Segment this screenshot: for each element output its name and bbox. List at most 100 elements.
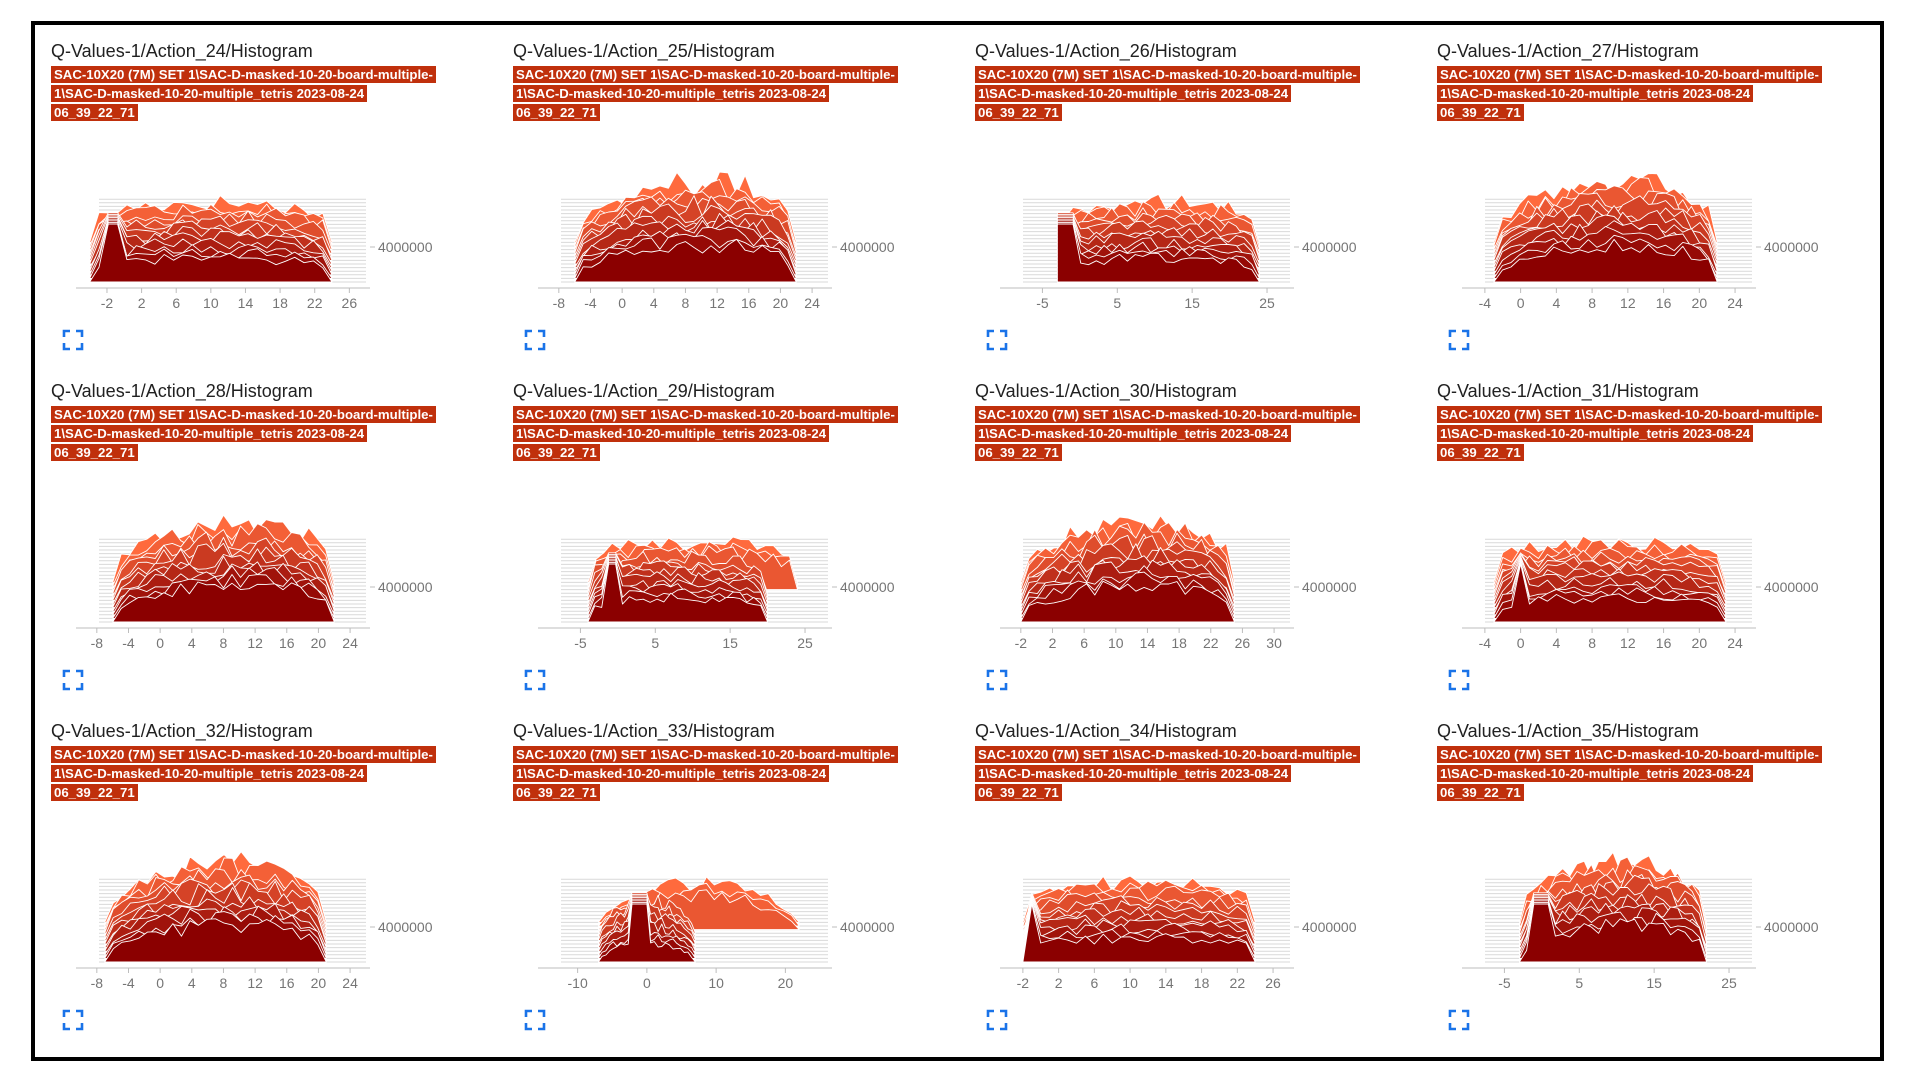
x-tick-label: 24 <box>342 635 358 651</box>
histogram-slice <box>89 223 333 283</box>
x-tick-label: 5 <box>651 635 659 651</box>
x-tick-label: -2 <box>101 295 114 311</box>
histogram-chart: -4 0 4 8 12 16 20 24 4000000 <box>1462 535 1819 651</box>
chart-title: Q-Values-1/Action_31/Histogram <box>1437 381 1699 401</box>
x-tick-label: 16 <box>279 975 295 991</box>
y-tick-label: 4000000 <box>840 239 895 255</box>
x-tick-label: 20 <box>1692 295 1708 311</box>
histogram-slice <box>1493 563 1727 623</box>
x-tick-label: 18 <box>1194 975 1210 991</box>
chart-title: Q-Values-1/Action_29/Histogram <box>513 381 775 401</box>
histogram-chart: -10 0 10 20 4000000 <box>538 876 895 991</box>
histogram-card-33: Q-Values-1/Action_33/Histogram SAC-10X20… <box>503 705 943 1045</box>
x-tick-label: 12 <box>1620 295 1636 311</box>
fullscreen-icon[interactable] <box>1447 668 1471 692</box>
histogram-slice <box>1493 238 1718 283</box>
x-tick-label: 4 <box>650 295 658 311</box>
histogram-card-29: Q-Values-1/Action_29/Histogram SAC-10X20… <box>503 365 943 705</box>
fullscreen-icon-path <box>62 669 84 691</box>
histogram-card-27: Q-Values-1/Action_27/Histogram SAC-10X20… <box>1427 25 1867 365</box>
run-label-text: SAC-10X20 (7M) SET 1\SAC-D-masked-10-20-… <box>513 746 898 801</box>
x-tick-label: 0 <box>156 975 164 991</box>
histogram-card-24: Q-Values-1/Action_24/Histogram SAC-10X20… <box>41 25 481 365</box>
x-tick-label: 12 <box>247 975 263 991</box>
run-label-text: SAC-10X20 (7M) SET 1\SAC-D-masked-10-20-… <box>1437 406 1822 461</box>
chart-title: Q-Values-1/Action_28/Histogram <box>51 381 313 401</box>
histogram-slice <box>104 918 327 963</box>
x-tick-label: 0 <box>1517 295 1525 311</box>
fullscreen-icon[interactable] <box>523 1008 547 1032</box>
x-tick-label: 0 <box>156 635 164 651</box>
y-tick-label: 4000000 <box>378 579 433 595</box>
histogram-slice <box>1056 223 1260 283</box>
run-label: SAC-10X20 (7M) SET 1\SAC-D-masked-10-20-… <box>51 745 447 802</box>
chart-title: Q-Values-1/Action_25/Histogram <box>513 41 775 61</box>
fullscreen-icon-path <box>1448 329 1470 351</box>
x-tick-label: 30 <box>1266 635 1282 651</box>
fullscreen-icon-path <box>1448 1009 1470 1031</box>
x-tick-label: 24 <box>1727 635 1743 651</box>
x-tick-label: 20 <box>773 295 789 311</box>
x-tick-label: 4 <box>188 975 196 991</box>
histogram-slice <box>1518 903 1708 963</box>
y-tick-label: 4000000 <box>378 919 433 935</box>
fullscreen-icon[interactable] <box>523 668 547 692</box>
histogram-slice <box>112 581 335 623</box>
x-tick-label: 22 <box>1230 975 1246 991</box>
y-tick-label: 4000000 <box>378 239 433 255</box>
x-tick-label: -2 <box>1017 975 1030 991</box>
fullscreen-icon[interactable] <box>61 668 85 692</box>
run-label: SAC-10X20 (7M) SET 1\SAC-D-masked-10-20-… <box>1437 65 1833 122</box>
run-label-text: SAC-10X20 (7M) SET 1\SAC-D-masked-10-20-… <box>1437 66 1822 121</box>
x-tick-label: 18 <box>1171 635 1187 651</box>
y-tick-label: 4000000 <box>1764 579 1819 595</box>
fullscreen-icon[interactable] <box>985 668 1009 692</box>
x-tick-label: 2 <box>138 295 146 311</box>
x-tick-label: 8 <box>1588 635 1596 651</box>
x-tick-label: 12 <box>1620 635 1636 651</box>
histogram-card-34: Q-Values-1/Action_34/Histogram SAC-10X20… <box>965 705 1405 1045</box>
fullscreen-icon[interactable] <box>523 328 547 352</box>
run-label: SAC-10X20 (7M) SET 1\SAC-D-masked-10-20-… <box>513 405 909 462</box>
fullscreen-icon-path <box>986 329 1008 351</box>
run-label-text: SAC-10X20 (7M) SET 1\SAC-D-masked-10-20-… <box>975 406 1360 461</box>
run-label-text: SAC-10X20 (7M) SET 1\SAC-D-masked-10-20-… <box>51 66 436 121</box>
x-tick-label: 2 <box>1055 975 1063 991</box>
histogram-chart: -5 5 15 25 4000000 <box>1462 851 1819 991</box>
fullscreen-icon[interactable] <box>1447 328 1471 352</box>
fullscreen-icon-path <box>524 669 546 691</box>
fullscreen-icon[interactable] <box>1447 1008 1471 1032</box>
x-tick-label: 0 <box>643 975 651 991</box>
fullscreen-icon[interactable] <box>985 1008 1009 1032</box>
fullscreen-icon[interactable] <box>61 328 85 352</box>
histogram-slice <box>587 563 769 623</box>
x-tick-label: -2 <box>1015 635 1028 651</box>
x-tick-label: -4 <box>584 295 597 311</box>
x-tick-label: 8 <box>1588 295 1596 311</box>
x-tick-label: 24 <box>1727 295 1743 311</box>
x-tick-label: 18 <box>272 295 288 311</box>
fullscreen-icon[interactable] <box>985 328 1009 352</box>
x-tick-label: -8 <box>91 975 104 991</box>
x-tick-label: 10 <box>708 975 724 991</box>
x-tick-label: -8 <box>91 635 104 651</box>
x-tick-label: 10 <box>1108 635 1124 651</box>
x-tick-label: -4 <box>122 975 135 991</box>
fullscreen-icon[interactable] <box>61 1008 85 1032</box>
histogram-slice <box>1022 903 1256 963</box>
fullscreen-icon-path <box>524 329 546 351</box>
x-tick-label: 5 <box>1575 975 1583 991</box>
run-label-text: SAC-10X20 (7M) SET 1\SAC-D-masked-10-20-… <box>51 406 436 461</box>
x-tick-label: 4 <box>1552 295 1560 311</box>
x-tick-label: 24 <box>342 975 358 991</box>
histogram-chart: -4 0 4 8 12 16 20 24 4000000 <box>1462 173 1819 311</box>
histogram-chart: -8 -4 0 4 8 12 16 20 24 4000000 <box>76 851 433 991</box>
x-tick-label: 16 <box>1656 635 1672 651</box>
fullscreen-icon-path <box>62 1009 84 1031</box>
x-tick-label: -5 <box>1498 975 1511 991</box>
x-tick-label: 8 <box>220 975 228 991</box>
histogram-dashboard: Q-Values-1/Action_24/Histogram SAC-10X20… <box>31 21 1884 1061</box>
x-tick-label: 16 <box>1656 295 1672 311</box>
x-tick-label: 20 <box>1692 635 1708 651</box>
